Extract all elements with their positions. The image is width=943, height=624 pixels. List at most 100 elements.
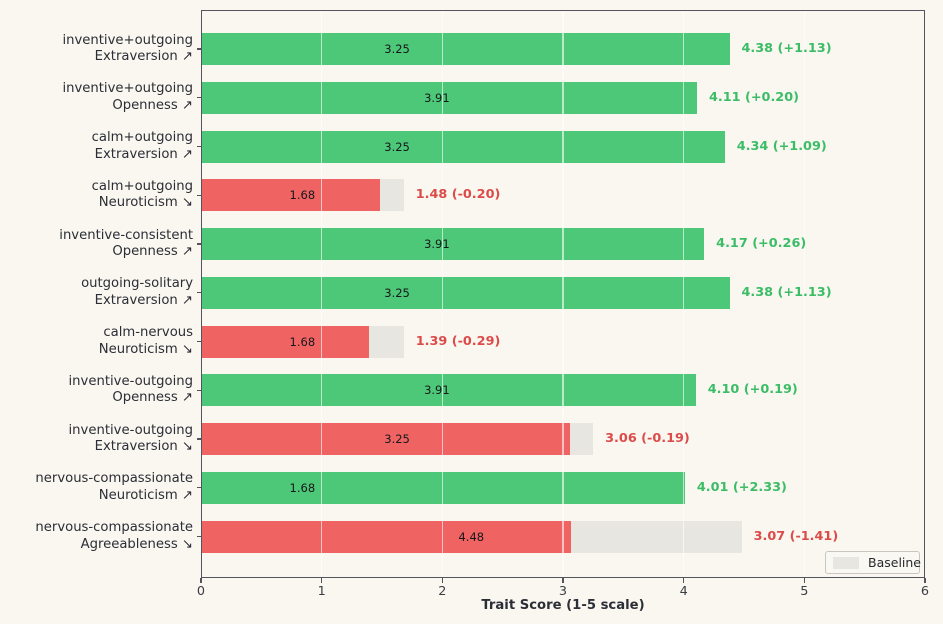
y-tick: [196, 243, 201, 245]
score-change-label: 3.06 (-0.19): [605, 431, 690, 446]
category-label: calm+outgoing Extraversion ↗: [0, 130, 193, 163]
score-change-label: 4.38 (+1.13): [741, 284, 832, 300]
x-tick-label: 3: [558, 584, 568, 599]
trait-bar: [201, 130, 725, 163]
category-trait-line: Neuroticism ↘: [98, 195, 193, 211]
y-tick: [196, 340, 201, 343]
category-trait-line: Neuroticism ↗: [98, 487, 193, 503]
baseline-value-label: 3.25: [384, 432, 410, 446]
plot-area: Baseline 3.25 4.38 (+1.13) 3.91 4.11 (+0.20…: [201, 10, 925, 578]
baseline-value-label: 3.25: [384, 285, 410, 300]
x-tick-label: 2: [438, 584, 447, 599]
x-tick: [200, 578, 202, 583]
score-change-label: 4.38 (+1.13): [741, 41, 832, 56]
gridline: [682, 10, 685, 578]
trait-bar: [201, 228, 705, 260]
category-pair-line: inventive+outgoing: [62, 32, 193, 48]
category-trait-line: Openness ↗: [112, 244, 193, 259]
trait-bar: [201, 325, 369, 358]
baseline-value-label: 3.91: [424, 237, 450, 251]
baseline-legend-label: Baseline: [868, 555, 921, 570]
x-tick: [683, 578, 685, 583]
category-pair-line: inventive-outgoing: [68, 373, 193, 389]
x-tick-label: 1: [317, 584, 326, 599]
category-label: calm+outgoing Neuroticism ↘: [0, 179, 193, 212]
category-trait-line: Extraversion ↗: [94, 146, 193, 162]
baseline-legend-swatch: [833, 556, 859, 569]
score-change-label: 4.01 (+2.33): [696, 479, 787, 495]
baseline-value-label: 1.68: [289, 480, 316, 495]
category-label: outgoing-solitary Extraversion ↗: [0, 276, 193, 309]
y-tick: [196, 487, 201, 489]
category-trait-line: Extraversion ↗: [94, 292, 193, 308]
trait-bar: [201, 81, 697, 114]
category-label: inventive-consistent Openness ↗: [0, 228, 193, 261]
x-tick: [321, 578, 323, 583]
category-pair-line: calm+outgoing: [91, 178, 193, 194]
category-trait-line: Neuroticism ↘: [98, 341, 193, 357]
x-tick: [441, 578, 444, 583]
legend-baseline: Baseline: [825, 551, 921, 574]
category-pair-line: inventive+outgoing: [62, 81, 193, 97]
category-trait-line: Openness ↗: [112, 390, 193, 406]
category-label: inventive-outgoing Extraversion ↘: [0, 423, 193, 456]
x-tick-label: 0: [196, 584, 206, 599]
y-tick: [196, 535, 201, 538]
y-tick: [196, 145, 201, 148]
category-trait-line: Extraversion ↘: [94, 439, 193, 454]
category-label: inventive+outgoing Openness ↗: [0, 81, 193, 114]
trait-bar: [201, 179, 380, 212]
category-pair-line: outgoing-solitary: [81, 276, 193, 292]
category-label: nervous-compassionate Neuroticism ↗: [0, 471, 193, 504]
x-tick-label: 5: [800, 584, 809, 599]
x-tick-label: 6: [920, 584, 930, 599]
gridline: [803, 10, 806, 578]
trait-bar: [201, 374, 696, 407]
baseline-value-label: 4.48: [458, 529, 485, 544]
gridline: [320, 10, 323, 578]
category-label: inventive+outgoing Extraversion ↗: [0, 33, 193, 66]
category-trait-line: Extraversion ↗: [94, 49, 193, 64]
x-tick: [562, 578, 564, 583]
category-label: inventive-outgoing Openness ↗: [0, 374, 193, 407]
baseline-value-label: 3.91: [424, 383, 450, 398]
score-change-label: 1.39 (-0.29): [415, 333, 501, 349]
baseline-value-label: 1.68: [289, 188, 316, 203]
baseline-value-label: 3.91: [424, 90, 450, 105]
score-change-label: 1.48 (-0.20): [415, 187, 501, 203]
baseline-value-label: 1.68: [289, 334, 316, 349]
gridline: [562, 10, 564, 578]
y-tick: [196, 292, 201, 294]
x-tick: [803, 578, 806, 583]
x-axis-title: Trait Score (1-5 scale): [481, 598, 645, 613]
y-tick: [196, 389, 201, 391]
score-change-label: 4.11 (+0.20): [708, 89, 799, 105]
score-change-label: 4.10 (+0.19): [707, 382, 798, 398]
category-trait-line: Agreeableness ↘: [80, 536, 193, 552]
score-change-label: 4.17 (+0.26): [716, 236, 807, 251]
category-label: calm-nervous Neuroticism ↘: [0, 325, 193, 358]
trait-bar: [201, 423, 571, 455]
x-tick: [924, 578, 926, 583]
score-change-label: 4.34 (+1.09): [736, 138, 827, 154]
category-pair-line: nervous-compassionate: [35, 471, 193, 487]
y-tick: [196, 438, 201, 440]
category-label: nervous-compassionate Agreeableness ↘: [0, 520, 193, 553]
y-tick: [196, 48, 201, 50]
x-tick-label: 4: [679, 584, 688, 599]
category-pair-line: inventive-consistent: [59, 227, 193, 243]
baseline-value-label: 3.25: [384, 139, 410, 154]
category-trait-line: Openness ↗: [112, 97, 193, 113]
score-change-label: 3.07 (-1.41): [753, 528, 839, 544]
baseline-value-label: 3.25: [384, 42, 410, 56]
gridline: [441, 10, 444, 578]
trait-bar: [201, 33, 730, 65]
category-pair-line: inventive-outgoing: [68, 422, 193, 438]
trait-bar: [201, 276, 730, 309]
category-pair-line: calm-nervous: [103, 325, 193, 340]
trait-bar: [201, 520, 572, 553]
category-pair-line: calm+outgoing: [91, 130, 193, 145]
y-tick: [196, 194, 201, 196]
category-pair-line: nervous-compassionate: [35, 520, 193, 535]
